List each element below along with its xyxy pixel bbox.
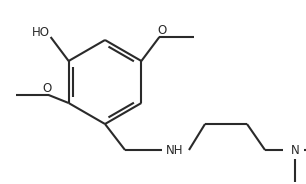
- Text: NH: NH: [166, 144, 184, 157]
- Text: HO: HO: [32, 26, 50, 38]
- Text: O: O: [42, 82, 51, 95]
- Text: N: N: [291, 144, 299, 157]
- Text: O: O: [158, 24, 167, 36]
